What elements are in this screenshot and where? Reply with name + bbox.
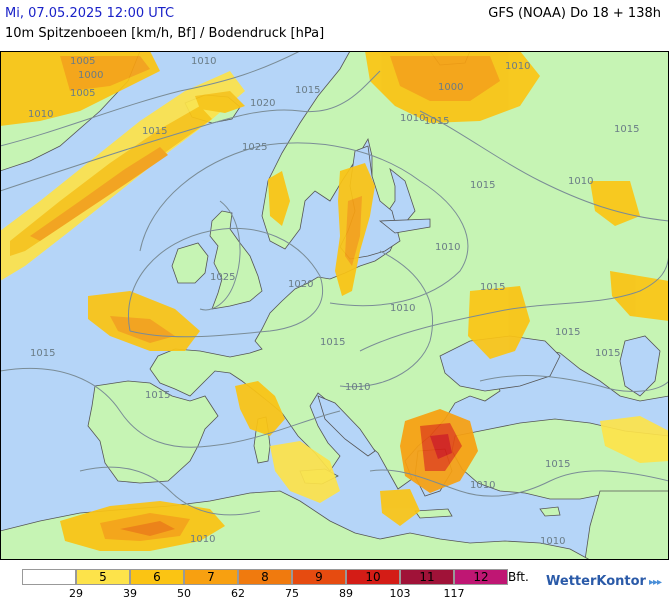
gust-band-turkey-east <box>600 416 669 463</box>
isobar-label: 1010 <box>568 176 593 187</box>
legend-box: 10 <box>346 569 400 585</box>
brand-name: WetterKontor <box>546 574 646 589</box>
isobar-label: 1015 <box>470 180 495 191</box>
gust-band-greece-inner <box>430 434 452 459</box>
land-crete <box>414 508 453 519</box>
weather-map: 1005 1000 1005 1010 1015 1020 1025 1010 … <box>0 51 669 560</box>
land-great-britain <box>209 210 263 310</box>
isobar-line <box>0 367 341 448</box>
legend-box: 5 <box>76 569 130 585</box>
gust-bands <box>0 51 669 551</box>
gulf-of-finland <box>378 218 431 234</box>
isobar-label: 1010 <box>400 113 425 124</box>
isobar-label: 1015 <box>595 348 620 359</box>
isobar-line <box>369 469 669 497</box>
caspian-sea <box>619 335 661 397</box>
adriatic-sea <box>317 395 376 457</box>
legend-threshold: 103 <box>389 587 411 600</box>
brand-logo[interactable]: WetterKontor ▸▸▸ <box>546 574 662 589</box>
gust-band-biscay-core <box>110 316 175 343</box>
gust-band-kazakh <box>610 271 669 321</box>
legend-threshold: 89 <box>339 587 353 600</box>
parameter-label: 10m Spitzenboeen [km/h, Bf] / Bodendruck… <box>5 26 325 41</box>
isobar-label: 1015 <box>555 327 580 338</box>
legend-threshold: 62 <box>231 587 245 600</box>
isobar-line <box>359 250 669 352</box>
gust-band-norway-coast <box>268 171 290 226</box>
isobar-label: 1015 <box>295 85 320 96</box>
isobar-label: 1020 <box>250 98 275 109</box>
isobar-label: 1010 <box>470 480 495 491</box>
isobar-label: 1010 <box>505 61 530 72</box>
land-middle-east <box>584 490 669 560</box>
legend-unit: Bft. <box>508 570 529 584</box>
isobar-line <box>79 466 261 516</box>
gust-band-ionian <box>270 441 340 503</box>
forecast-date: Mi, 07.05.2025 12:00 UTC <box>5 6 175 21</box>
land-iberia <box>87 380 219 484</box>
isobar-line <box>0 51 301 147</box>
isobar-line <box>339 250 434 388</box>
land-ireland <box>171 242 209 284</box>
legend-box <box>22 569 76 585</box>
gust-band-black-sea-east <box>468 286 530 359</box>
legend-threshold: 117 <box>443 587 465 600</box>
isobar-line <box>419 110 669 222</box>
isobar-line <box>0 70 381 192</box>
gust-band-tyrrhenian <box>235 381 285 436</box>
legend-threshold: 50 <box>177 587 191 600</box>
isobar-line <box>199 200 241 311</box>
legend-box: 9 <box>292 569 346 585</box>
isobars <box>0 51 669 516</box>
gust-band-arctic-low-core <box>390 56 500 101</box>
isobar-label: 1015 <box>320 337 345 348</box>
isobar-label: 1015 <box>424 116 449 127</box>
isobar-label: 1010 <box>191 56 216 67</box>
isobar-label: 1015 <box>480 282 505 293</box>
model-run-label: GFS (NOAA) Do 18 + 138h <box>488 6 661 21</box>
isobar-label: 1025 <box>242 142 267 153</box>
isobar-line <box>128 227 324 338</box>
gust-band-baltic-front-core <box>345 196 362 266</box>
isobar-label: 1025 <box>210 272 235 283</box>
legend-box: 7 <box>184 569 238 585</box>
isobar-labels: 1005 1000 1005 1010 1015 1020 1025 1010 … <box>28 56 639 547</box>
isobar-label: 1010 <box>345 382 370 393</box>
isobar-label: 1010 <box>190 534 215 545</box>
isobar-label: 1005 <box>70 88 95 99</box>
isobar-label: 1020 <box>288 279 313 290</box>
legend-threshold: 39 <box>123 587 137 600</box>
gust-band-sahara-inner <box>120 521 175 536</box>
isobar-line <box>139 142 469 307</box>
brand-mark-icon: ▸▸▸ <box>648 577 662 588</box>
legend-box: 12 <box>454 569 508 585</box>
isobar-label: 1015 <box>545 459 570 470</box>
isobar-label: 1015 <box>142 126 167 137</box>
gust-band-atlantic-jet-inner <box>30 147 168 241</box>
legend-box: 6 <box>130 569 184 585</box>
isobar-label: 1010 <box>390 303 415 314</box>
gust-band-libya <box>380 489 420 526</box>
isobar-label: 1000 <box>438 82 463 93</box>
isobar-label: 1010 <box>28 109 53 120</box>
isobar-label: 1005 <box>70 56 95 67</box>
isobar-label: 1015 <box>145 390 170 401</box>
gust-band-iceland-north <box>195 91 245 113</box>
legend-box: 11 <box>400 569 454 585</box>
isobar-label: 1010 <box>540 536 565 547</box>
gust-band-russia-east <box>590 181 640 226</box>
isobar-label: 1015 <box>614 124 639 135</box>
isobar-label: 1015 <box>30 348 55 359</box>
land-cyprus <box>539 506 561 517</box>
isobar-label: 1000 <box>78 70 103 81</box>
isobar-label: 1010 <box>435 242 460 253</box>
legend-threshold: 75 <box>285 587 299 600</box>
isobar-line <box>479 375 669 392</box>
legend-threshold: 29 <box>69 587 83 600</box>
gust-band-greenland-low-core <box>60 56 150 91</box>
legend-box: 8 <box>238 569 292 585</box>
